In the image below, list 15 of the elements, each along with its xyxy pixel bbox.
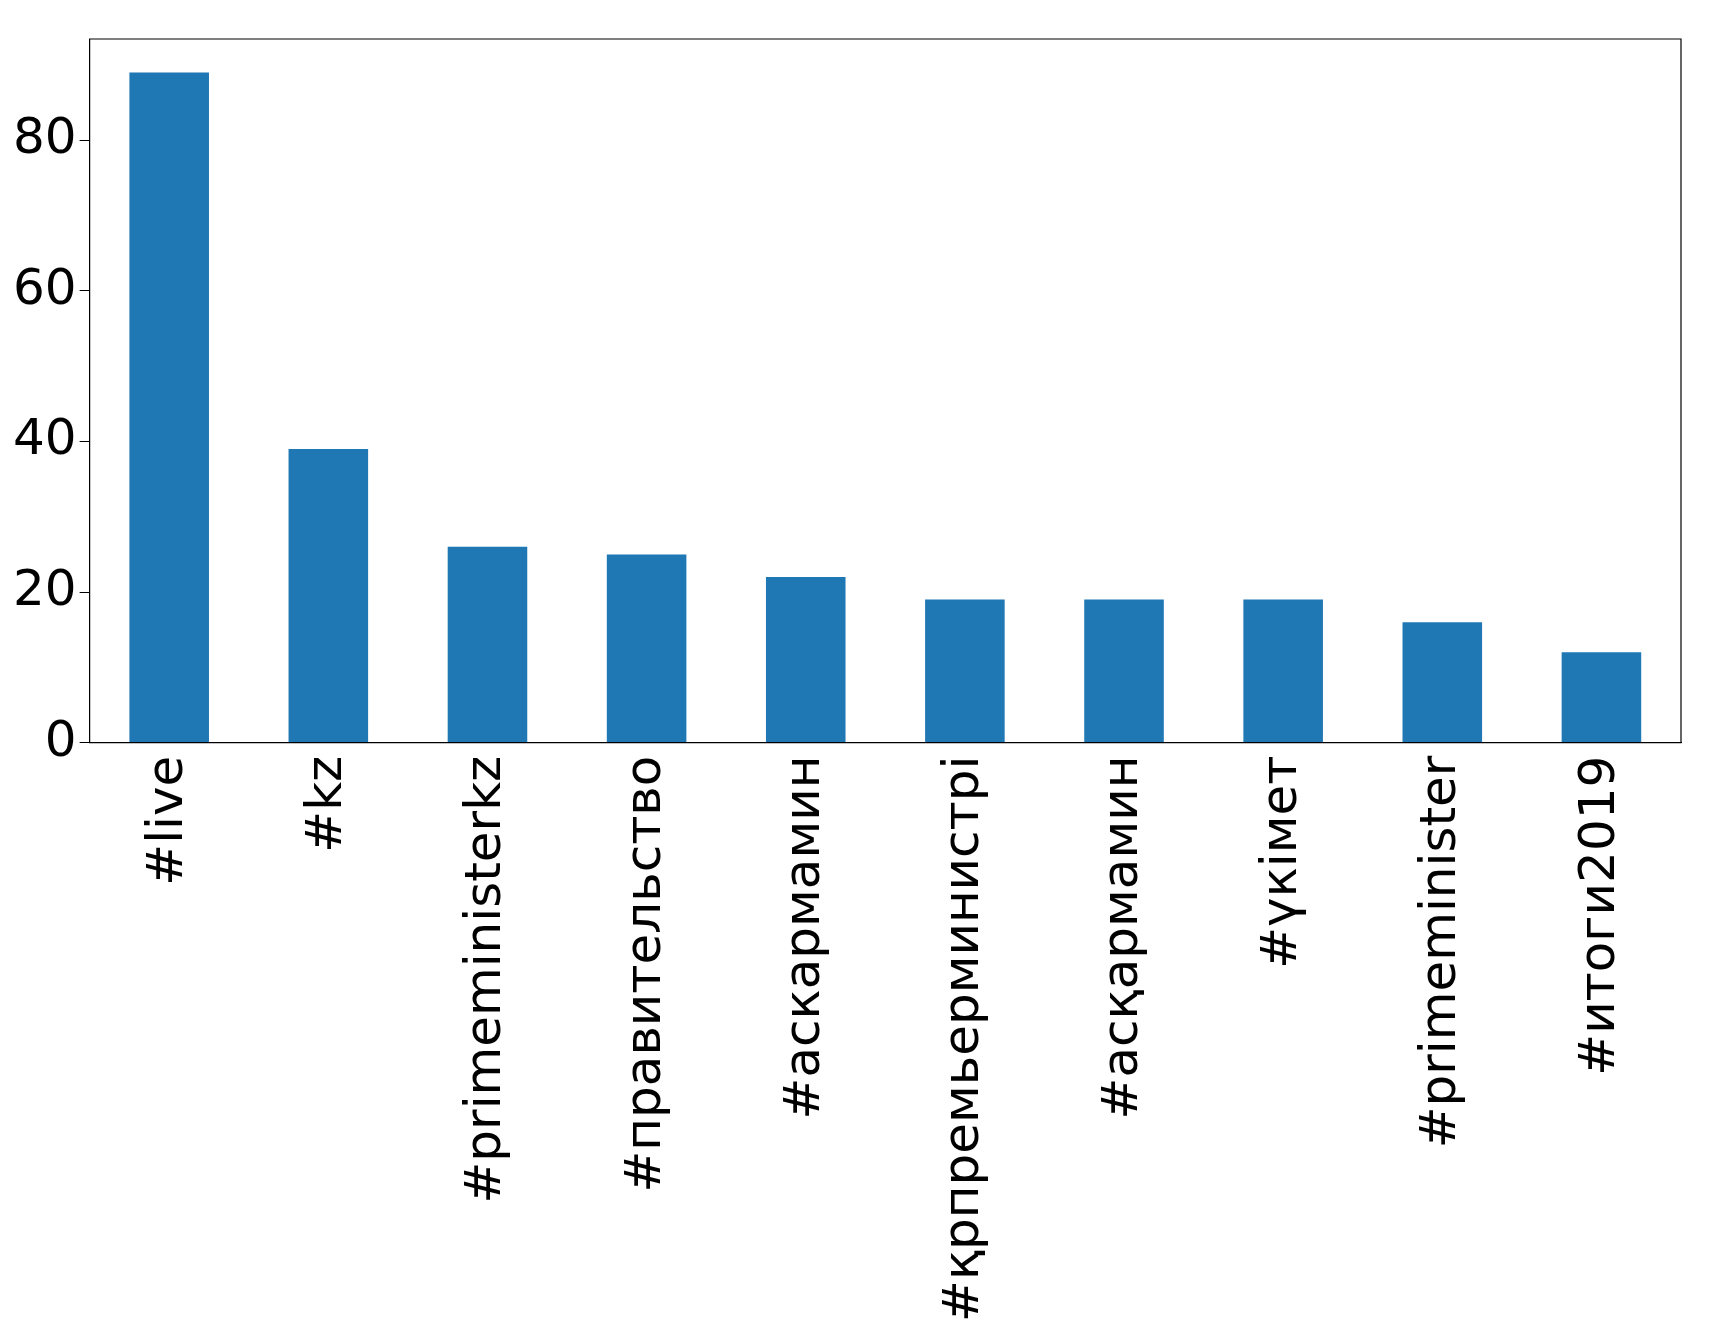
y-tick-label: 20 [13, 559, 77, 618]
x-tick-label: #live [136, 755, 195, 886]
x-tick-label: #қрпремьерминистрі [931, 755, 990, 1322]
x-tick-label: #kz [295, 755, 354, 853]
x-tick-label: #primeministerkz [454, 755, 513, 1204]
x-tick-label: #итоги2019 [1568, 755, 1627, 1076]
y-tick-label: 80 [13, 107, 77, 166]
x-tick-label: #аскармамин [772, 755, 831, 1120]
y-tick-label: 0 [44, 709, 77, 768]
x-tick-label: #primeminister [1409, 755, 1468, 1149]
x-tick-label: #асқармамин [1091, 755, 1149, 1120]
x-tick-label: #үкімет [1250, 755, 1309, 969]
x-tick-label: #правительство [613, 755, 672, 1193]
y-tick-label: 60 [13, 257, 77, 316]
y-tick-label: 40 [13, 408, 77, 467]
